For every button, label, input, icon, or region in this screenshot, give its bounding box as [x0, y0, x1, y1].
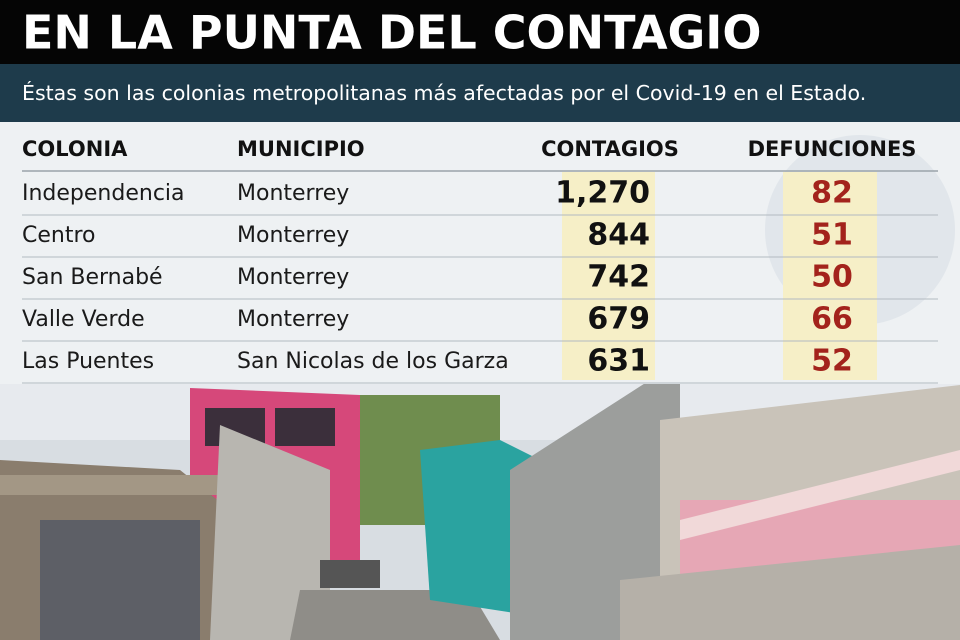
table-cell: 631 — [587, 344, 650, 379]
table-cell: 52 — [811, 344, 853, 379]
title-bar — [0, 0, 960, 64]
title: EN LA PUNTA DEL CONTAGIO — [22, 6, 762, 60]
table-cell: Monterrey — [237, 181, 349, 206]
table-cell: 51 — [811, 218, 853, 253]
column-header: COLONIA — [22, 137, 128, 161]
table-cell: 679 — [587, 302, 650, 337]
table-cell: Las Puentes — [22, 349, 154, 374]
table-cell: 1,270 — [555, 176, 650, 211]
column-header: MUNICIPIO — [237, 137, 365, 161]
table: COLONIA MUNICIPIO CONTAGIOS DEFUNCIONES Inde… — [22, 137, 938, 384]
table-cell: Valle Verde — [22, 307, 145, 332]
contagios-highlight — [562, 172, 655, 380]
column-header: CONTAGIOS — [541, 137, 679, 161]
table-cell: 82 — [811, 176, 853, 211]
photo — [0, 380, 960, 640]
subtitle-bar — [0, 64, 960, 122]
subtitle: Éstas son las colonias metropolitanas má… — [22, 80, 866, 105]
table-cell: Independencia — [22, 181, 185, 206]
table-cell: San Nicolas de los Garza — [237, 349, 509, 374]
table-cell: 66 — [811, 302, 853, 337]
table-cell: 844 — [587, 218, 650, 253]
column-header: DEFUNCIONES — [748, 137, 917, 161]
defunciones-highlight — [783, 172, 877, 380]
table-cell: Centro — [22, 223, 96, 248]
table-cell: Monterrey — [237, 223, 349, 248]
table-cell: 742 — [587, 260, 650, 295]
table-cell: Monterrey — [237, 307, 349, 332]
table-cell: 50 — [811, 260, 853, 295]
table-cell: Monterrey — [237, 265, 349, 290]
table-cell: San Bernabé — [22, 265, 163, 290]
